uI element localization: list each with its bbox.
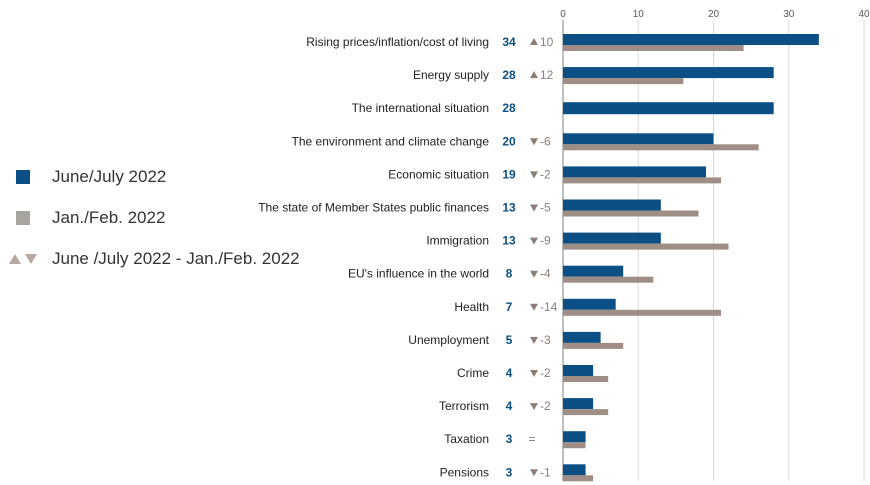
category-label: The state of Member States public financ… (258, 201, 489, 215)
bar-june-july-2022 (563, 398, 594, 410)
change-up-icon (530, 71, 538, 79)
category-label: Rising prices/inflation/cost of living (306, 35, 489, 49)
value-label: 5 (506, 333, 513, 347)
legend-label-current: June/July 2022 (52, 167, 167, 186)
chart-legend: June/July 2022 Jan./Feb. 2022 June /July… (8, 166, 300, 289)
value-label: 34 (502, 35, 516, 49)
bar-jan-feb-2022 (563, 342, 624, 349)
legend-change-arrows-icon (8, 253, 44, 265)
bar-jan-feb-2022 (563, 409, 609, 416)
change-label: -1 (540, 465, 551, 479)
x-tick-label: 20 (708, 9, 720, 20)
bar-june-july-2022 (563, 166, 706, 178)
category-label: Economic situation (388, 167, 489, 181)
change-down-icon (530, 303, 538, 311)
bar-june-july-2022 (563, 464, 586, 476)
bar-june-july-2022 (563, 232, 661, 244)
value-label: 3 (506, 432, 513, 446)
value-label: 28 (502, 101, 516, 115)
change-down-icon (530, 469, 538, 477)
change-label: -9 (540, 234, 551, 248)
change-down-icon (530, 138, 538, 146)
change-label: -2 (540, 366, 551, 380)
value-label: 3 (506, 465, 513, 479)
legend-item-change: June /July 2022 - Jan./Feb. 2022 (8, 248, 300, 270)
x-tick-label: 10 (633, 9, 645, 20)
change-down-icon (530, 336, 538, 344)
value-label: 20 (502, 134, 516, 148)
bar-jan-feb-2022 (563, 144, 759, 151)
value-label: 4 (506, 399, 513, 413)
change-label: -4 (540, 267, 551, 281)
value-label: 28 (502, 68, 516, 82)
bar-june-july-2022 (563, 34, 819, 45)
legend-swatch-previous (16, 211, 30, 225)
bar-jan-feb-2022 (563, 276, 654, 283)
bar-jan-feb-2022 (563, 177, 722, 184)
change-label: 10 (540, 35, 554, 49)
category-label: Taxation (444, 432, 489, 446)
x-tick-label: 30 (783, 9, 795, 20)
change-down-icon (530, 204, 538, 212)
x-tick-label: 40 (858, 9, 870, 20)
change-label: -14 (540, 300, 558, 314)
category-label: The international situation (352, 101, 489, 115)
legend-swatch-current (16, 170, 30, 184)
value-label: 8 (506, 267, 513, 281)
legend-item-current: June/July 2022 (8, 166, 300, 188)
triangle-up-icon (9, 254, 21, 264)
bar-jan-feb-2022 (563, 243, 729, 250)
bar-jan-feb-2022 (563, 78, 684, 85)
bar-june-july-2022 (563, 102, 774, 115)
bar-jan-feb-2022 (563, 210, 699, 217)
change-down-icon (530, 370, 538, 377)
change-label: -3 (540, 333, 551, 347)
change-up-icon (530, 38, 538, 45)
bar-june-july-2022 (563, 265, 624, 277)
category-label: Unemployment (408, 333, 489, 347)
change-label: 12 (540, 68, 554, 82)
category-label: Terrorism (439, 399, 489, 413)
category-label: Energy supply (413, 68, 489, 82)
legend-label-change: June /July 2022 - Jan./Feb. 2022 (52, 249, 300, 268)
bar-jan-feb-2022 (563, 309, 722, 316)
category-label: Crime (457, 366, 489, 380)
category-label: Pensions (440, 465, 489, 479)
value-label: 19 (502, 167, 516, 181)
bar-june-july-2022 (563, 365, 594, 376)
bar-june-july-2022 (563, 298, 616, 310)
triangle-down-icon (25, 254, 37, 264)
change-label: -5 (540, 201, 551, 215)
bar-jan-feb-2022 (563, 376, 609, 382)
bar-june-july-2022 (563, 67, 774, 79)
bar-jan-feb-2022 (563, 45, 744, 51)
change-down-icon (530, 237, 538, 245)
bar-june-july-2022 (563, 431, 586, 443)
value-label: 13 (502, 234, 516, 248)
change-down-icon (530, 171, 538, 179)
bar-june-july-2022 (563, 331, 601, 343)
value-label: 13 (502, 201, 516, 215)
category-label: The environment and climate change (292, 134, 490, 148)
change-label: -6 (540, 134, 551, 148)
bar-jan-feb-2022 (563, 442, 586, 449)
change-label: = (528, 432, 535, 446)
bar-june-july-2022 (563, 199, 661, 211)
legend-label-previous: Jan./Feb. 2022 (52, 208, 166, 227)
x-tick-label: 0 (560, 9, 566, 20)
change-down-icon (530, 403, 538, 411)
change-down-icon (530, 270, 538, 278)
change-label: -2 (540, 167, 551, 181)
value-label: 4 (506, 366, 513, 380)
category-label: Immigration (426, 234, 489, 248)
value-label: 7 (506, 300, 513, 314)
legend-item-previous: Jan./Feb. 2022 (8, 207, 300, 229)
bar-june-july-2022 (563, 133, 714, 145)
category-label: Health (454, 300, 489, 314)
bar-jan-feb-2022 (563, 475, 594, 482)
change-label: -2 (540, 399, 551, 413)
category-label: EU's influence in the world (348, 267, 489, 281)
